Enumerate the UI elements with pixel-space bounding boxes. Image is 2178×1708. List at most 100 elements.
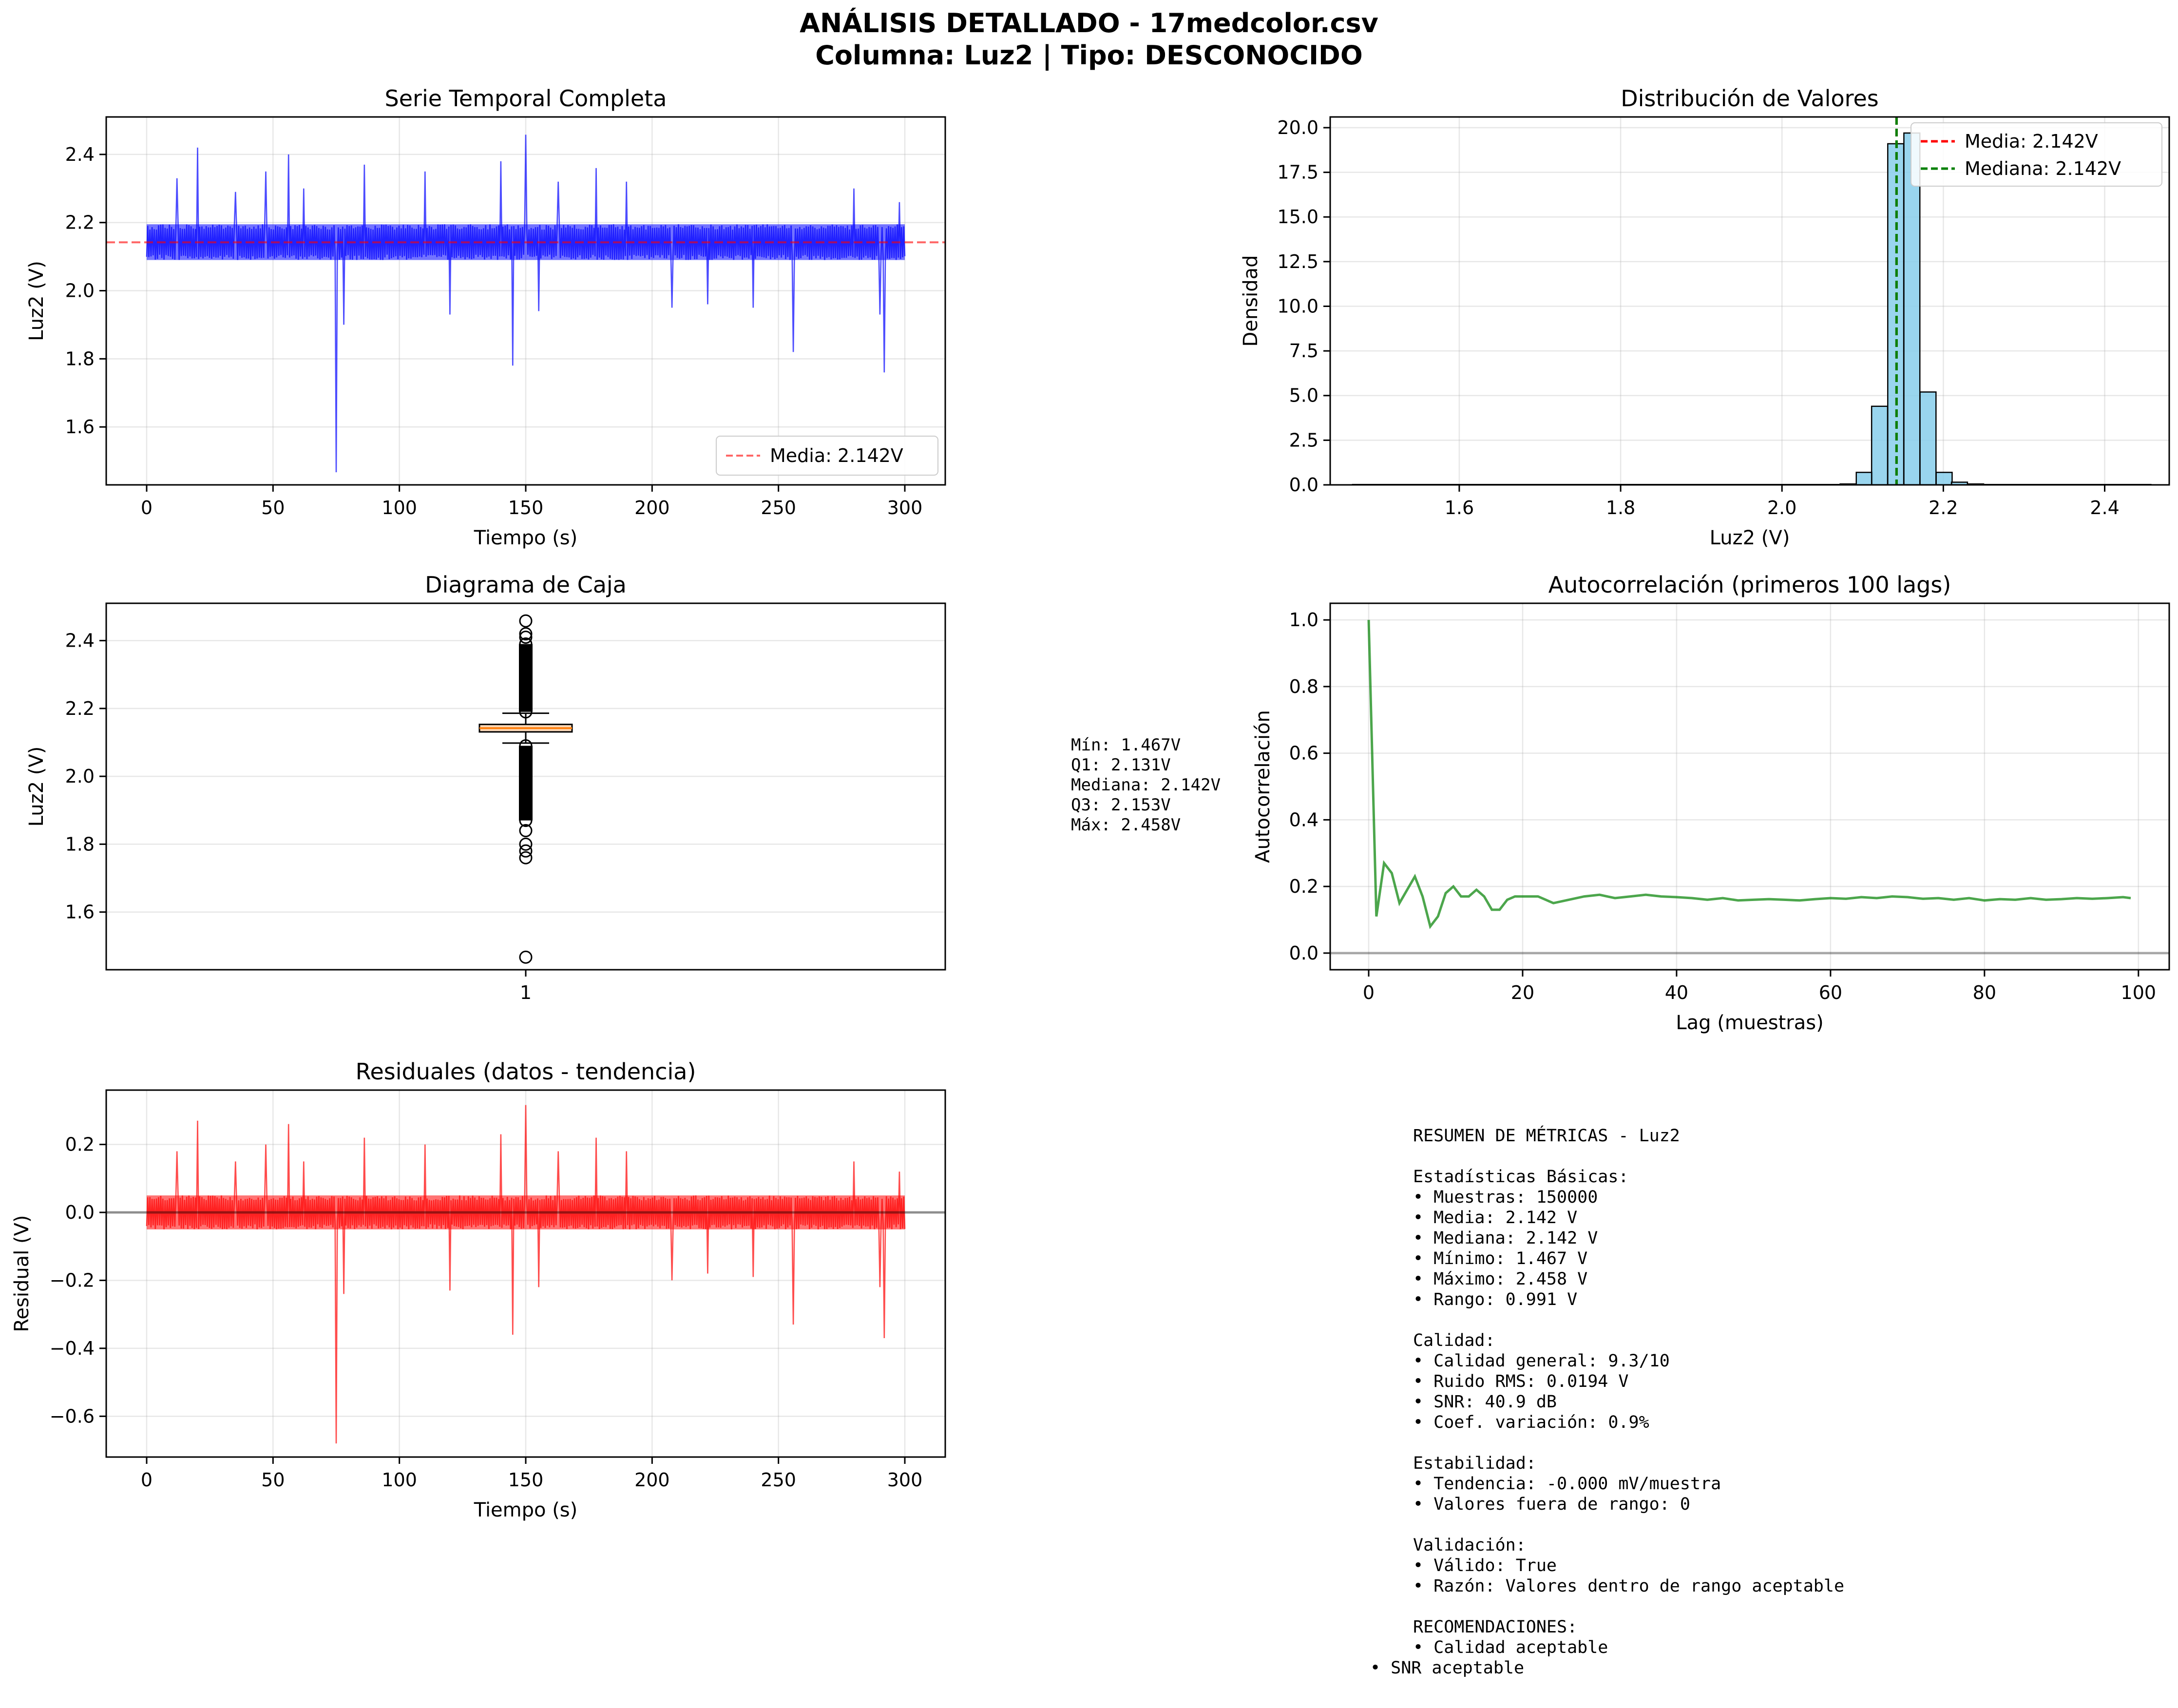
y-tick-label: −0.2: [50, 1269, 95, 1291]
figure-title-line2: Columna: Luz2 | Tipo: DESCONOCIDO: [815, 40, 1363, 71]
hist-bar: [1855, 472, 1873, 486]
metrics-line: • Mínimo: 1.467 V: [1413, 1249, 1587, 1268]
y-tick-label: 1.6: [65, 416, 95, 438]
hist-bar: [1903, 132, 1921, 486]
x-tick-label: 150: [508, 497, 544, 518]
metrics-line: • Media: 2.142 V: [1413, 1208, 1577, 1228]
x-tick-label: 40: [1665, 982, 1688, 1003]
metrics-line: • Calidad general: 9.3/10: [1413, 1351, 1670, 1371]
x-tick-label: 20: [1511, 982, 1534, 1003]
metrics-line: • Rango: 0.991 V: [1413, 1290, 1577, 1309]
y-axis-label: Densidad: [1240, 255, 1262, 346]
metrics-line: RESUMEN DE MÉTRICAS - Luz2: [1413, 1125, 1680, 1146]
metrics-line: • SNR: 40.9 dB: [1413, 1392, 1557, 1412]
x-tick-label: 100: [382, 497, 417, 518]
x-tick-label: 0: [141, 497, 153, 518]
outlier-point: [519, 627, 533, 641]
y-tick-label: 2.2: [65, 212, 95, 233]
panel-title: Residuales (datos - tendencia): [356, 1058, 696, 1085]
y-tick-label: 0.0: [1289, 942, 1318, 964]
y-tick-label: 1.0: [1289, 609, 1318, 631]
metrics-line: • Válido: True: [1413, 1556, 1557, 1575]
outlier-point: [519, 950, 533, 964]
x-tick-label: 0: [1363, 982, 1375, 1003]
y-tick-label: 12.5: [1277, 251, 1318, 272]
x-tick-label: 50: [261, 1469, 285, 1491]
y-tick-label: 1.8: [65, 348, 95, 369]
y-tick-label: 10.0: [1277, 295, 1318, 317]
x-tick-label: 2.2: [1929, 497, 1958, 518]
x-tick-label: 60: [1819, 982, 1842, 1003]
autocorr-panel: 0 20 40 60 80 100 0.0 0.2 0.4 0.6 0.8 1.0 Autocorrel…: [1252, 572, 2170, 1034]
y-tick-label: 0.4: [1289, 809, 1318, 830]
x-tick-label: 200: [634, 497, 670, 518]
box-summary-line: Máx: 2.458V: [1071, 815, 1181, 835]
x-tick-label: 150: [508, 1469, 544, 1491]
x-tick-label: 100: [382, 1469, 417, 1491]
boxplot-panel: 1 1.6 1.8 2.0 2.2 2.4 Diagrama de Caja Luz2 (V): [25, 572, 946, 1003]
y-tick-label: 2.4: [65, 630, 95, 652]
grid: [1330, 603, 2169, 970]
box-summary-line: Mediana: 2.142V: [1071, 775, 1221, 795]
y-tick-label: 2.0: [65, 766, 95, 787]
metrics-summary-text: RESUMEN DE MÉTRICAS - Luz2 Estadísticas B…: [1370, 1125, 1844, 1678]
x-axis-label: Tiempo (s): [474, 1499, 578, 1521]
metrics-line: • Máximo: 2.458 V: [1413, 1269, 1587, 1289]
metrics-line: RECOMENDACIONES:: [1413, 1617, 1577, 1637]
y-tick-label: 0.2: [1289, 876, 1318, 897]
x-axis-label: Tiempo (s): [474, 527, 578, 549]
metrics-line: • Mediana: 2.142 V: [1413, 1228, 1598, 1248]
legend-label: Media: 2.142V: [770, 445, 903, 466]
box-summary-line: Mín: 1.467V: [1071, 735, 1181, 755]
hist-bar: [1935, 472, 1953, 486]
x-axis-label: Luz2 (V): [1710, 527, 1790, 549]
y-tick-label: 1.6: [65, 902, 95, 923]
y-tick-label: 15.0: [1277, 206, 1318, 228]
panel-title: Distribución de Valores: [1621, 85, 1879, 112]
metrics-line: • Calidad aceptable: [1413, 1638, 1608, 1657]
x-tick-label: 50: [261, 497, 285, 518]
y-tick-label: 2.2: [65, 698, 95, 719]
x-axis-label: Lag (muestras): [1676, 1012, 1823, 1034]
y-tick-label: 1.8: [65, 833, 95, 855]
axes-frame: [1329, 116, 2170, 486]
y-tick-label: 0.2: [65, 1134, 95, 1155]
x-tick-label: 300: [887, 497, 923, 518]
y-tick-label: 20.0: [1277, 117, 1318, 138]
x-tick-label: 0: [141, 1469, 153, 1491]
y-tick-label: 7.5: [1289, 340, 1318, 362]
metrics-line: Estabilidad:: [1413, 1454, 1536, 1473]
legend-label-median: Mediana: 2.142V: [1965, 158, 2121, 179]
x-tick-label: 80: [1973, 982, 1996, 1003]
y-tick-label: 2.4: [65, 144, 95, 165]
figure-title-line1: ANÁLISIS DETALLADO - 17medcolor.csv: [800, 8, 1378, 38]
y-tick-label: 0.0: [1289, 474, 1318, 496]
residuals-panel: 0 50 100 150 200 250 300 −0.6 −0.4 −0.2 0.0 0.2 Resi…: [11, 1058, 946, 1521]
x-tick-label: 100: [2121, 982, 2157, 1003]
x-tick-label: 200: [634, 1469, 670, 1491]
y-tick-label: 17.5: [1277, 162, 1318, 183]
legend-box: [1911, 122, 2162, 187]
outlier-point: [519, 837, 533, 851]
x-tick-label: 2.4: [2090, 497, 2119, 518]
metrics-line: • Razón: Valores dentro de rango aceptab…: [1413, 1576, 1844, 1596]
axes-frame: [1329, 602, 2170, 971]
outlier-cluster-low: [519, 746, 533, 821]
x-tick-label: 250: [761, 497, 796, 518]
y-tick-label: 2.5: [1289, 429, 1318, 451]
x-tick-label: 250: [761, 1469, 796, 1491]
outlier-cluster-high: [519, 644, 533, 712]
histogram-panel: 1.6 1.8 2.0 2.2 2.4 0.0 2.5 5.0 7.5 10.0 12.5 15.0 1…: [1240, 85, 2170, 549]
box-summary-line: Q3: 2.153V: [1071, 795, 1171, 815]
y-tick-label: −0.6: [50, 1405, 95, 1427]
metrics-line: Calidad:: [1413, 1331, 1495, 1350]
outlier-point: [519, 824, 533, 838]
metrics-line: • Valores fuera de rango: 0: [1413, 1495, 1690, 1514]
y-tick-label: 2.0: [65, 280, 95, 302]
metrics-line-last: • SNR aceptable: [1370, 1658, 1524, 1678]
x-tick-label: 1.6: [1445, 497, 1474, 518]
outlier-point: [519, 614, 533, 628]
y-tick-label: 0.0: [65, 1202, 95, 1223]
outlier-point: [519, 631, 533, 644]
metrics-line: Validación:: [1413, 1535, 1526, 1555]
